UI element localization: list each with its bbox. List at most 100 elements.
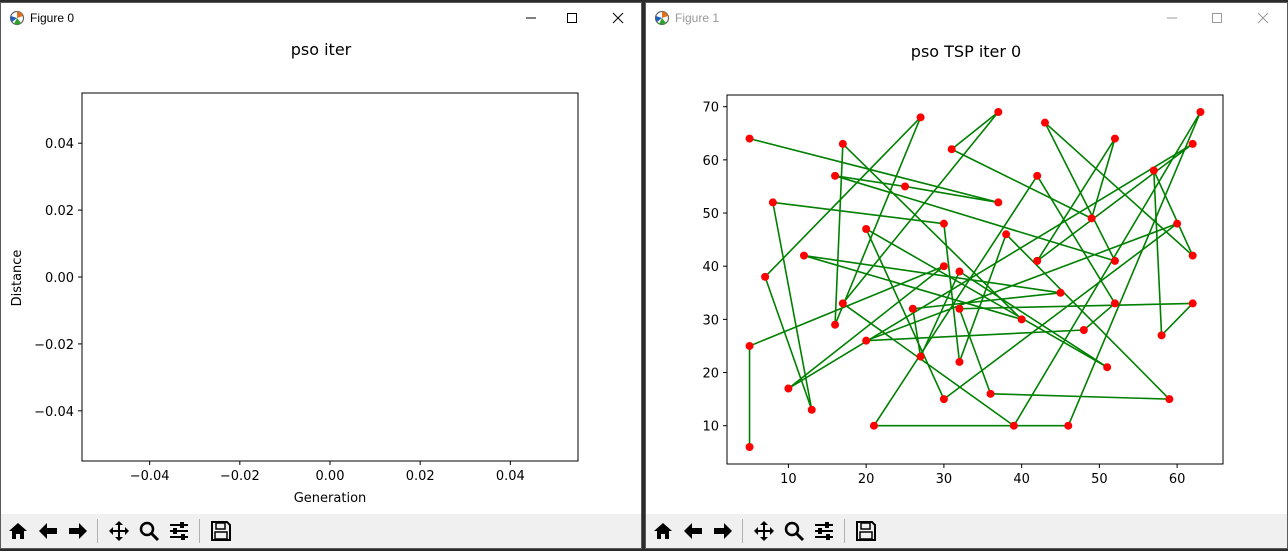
route-segment [1013,111,1202,427]
city-point [955,357,964,366]
route-segment [865,222,1178,342]
route-segment [803,254,1061,294]
zoom-icon [139,521,160,542]
save-button[interactable] [853,518,879,544]
save-button[interactable] [208,518,234,544]
city-point [994,108,1003,117]
city-point [761,272,770,281]
x-axis: 10 20 30 40 50 60 [780,464,1185,487]
city-point [939,262,948,271]
minimize-button[interactable] [508,3,554,33]
forward-button[interactable] [710,518,736,544]
city-point [1110,299,1119,308]
close-button[interactable] [1240,3,1286,33]
x-tick-label: 40 [1013,472,1030,487]
figure-0-plot[interactable]: pso iter −0.04 −0.02 0.00 0.02 0.04 0.04 0.02… [1,33,641,513]
x-tick-label: 30 [936,472,953,487]
x-tick-label: 50 [1091,472,1108,487]
figure-1-window: Figure 1 pso TSP iter 0 10 20 30 40 50 60 70 6… [645,2,1288,549]
route-segment [958,308,992,395]
navigation-toolbar [646,514,1287,548]
x-tick-label: 0.04 [496,469,525,484]
zoom-button[interactable] [781,518,807,544]
back-button[interactable] [35,518,61,544]
minimize-button[interactable] [1149,3,1195,33]
city-point [1110,256,1119,265]
close-icon [1257,12,1269,24]
y-axis: 0.04 0.02 0.00 −0.02 −0.04 [34,137,82,420]
route-segment [912,308,922,357]
y-tick-label: 30 [702,313,719,328]
city-point [1056,288,1065,297]
close-icon [612,12,624,24]
home-button[interactable] [5,518,31,544]
back-icon [684,523,702,539]
figure-1-plot[interactable]: pso TSP iter 0 10 20 30 40 50 60 70 60 50 40 30 20… [646,33,1287,513]
minimize-icon [526,17,536,19]
route-segment [865,228,945,400]
route-segment [943,223,1178,400]
route-segment [866,329,1084,342]
city-point [1188,299,1197,308]
configure-subplots-icon [815,522,833,540]
x-axis: −0.04 −0.02 0.00 0.02 0.04 [130,461,525,484]
city-point [1040,118,1049,127]
x-tick-label: 0.00 [316,469,345,484]
city-point [901,182,910,191]
y-tick-label: 0.02 [45,204,74,219]
route-segment [1153,170,1163,336]
city-point [745,341,754,350]
city-point [1165,395,1174,404]
title-bar[interactable]: Figure 1 [646,3,1287,33]
forward-button[interactable] [65,518,91,544]
y-tick-label: −0.04 [34,405,74,420]
pan-button[interactable] [106,518,132,544]
close-button[interactable] [595,3,641,33]
figure-0-window: Figure 0 pso iter −0.04 −0.02 0.00 0.02 0.04… [0,2,642,549]
y-tick-label: 10 [702,420,719,435]
x-tick-label: −0.04 [130,469,170,484]
city-point [768,198,777,207]
route-segment [787,265,945,390]
configure-subplots-button[interactable] [811,518,837,544]
home-button[interactable] [650,518,676,544]
route-segment [1036,138,1116,262]
configure-subplots-button[interactable] [166,518,192,544]
y-tick-label: 40 [702,260,719,275]
minimize-icon [1167,17,1177,19]
zoom-button[interactable] [136,518,162,544]
route-segment [1083,302,1116,331]
city-point [994,198,1003,207]
city-point [799,251,808,260]
route-segment [1090,138,1116,219]
figure-app-icon [654,10,670,26]
window-title: Figure 0 [30,11,75,25]
toolbar-separator [742,519,743,543]
city-point [955,267,964,276]
chart-title: pso TSP iter 0 [911,42,1021,61]
city-point [831,320,840,329]
city-point [939,219,948,228]
pan-button[interactable] [751,518,777,544]
title-bar[interactable]: Figure 0 [1,3,641,33]
city-point [1149,166,1158,175]
city-point [916,113,925,122]
axes-frame [81,92,579,462]
route-segment [951,111,999,150]
route-segment [865,228,1108,368]
city-point [745,134,754,143]
city-point [1173,219,1182,228]
maximize-button[interactable] [549,3,595,33]
city-point [1009,421,1018,430]
route-segment [1161,302,1194,336]
y-tick-label: 0.00 [45,271,74,286]
maximize-button[interactable] [1194,3,1240,33]
route-segment [1044,122,1116,262]
route-segment [959,302,1193,310]
route-segment [749,137,999,204]
x-tick-label: 0.02 [406,469,435,484]
y-tick-label: 0.04 [45,137,74,152]
city-point [1087,214,1096,223]
back-button[interactable] [680,518,706,544]
zoom-icon [784,521,805,542]
